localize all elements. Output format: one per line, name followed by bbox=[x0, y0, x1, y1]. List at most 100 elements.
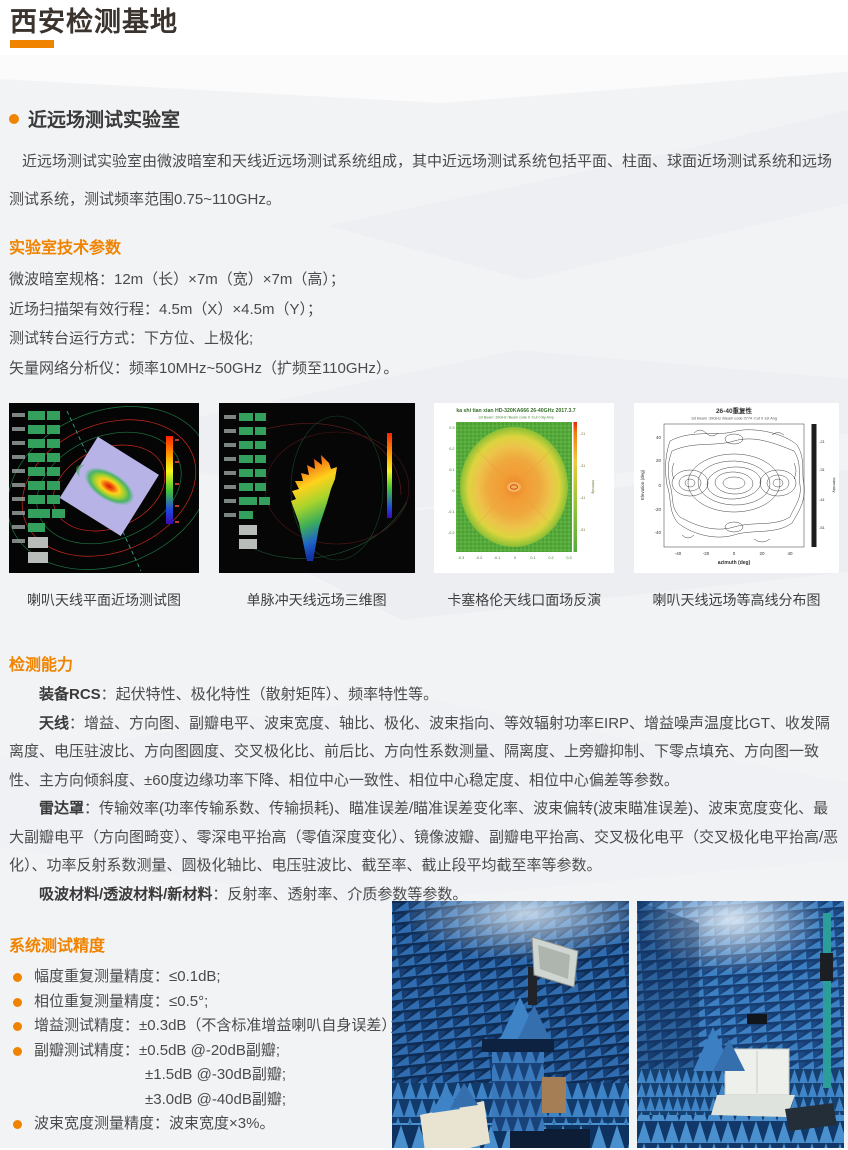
bullet-icon bbox=[13, 997, 22, 1007]
capability-paragraph: 雷达罩：传输效率(功率传输系数、传输损耗)、瞄准误差/瞄准误差变化率、波束偏转(… bbox=[9, 795, 839, 881]
accuracy-item-label: 增益测试精度：±0.3dB（不含标准增益喇叭自身误差）； bbox=[34, 1017, 404, 1034]
accuracy-column: 系统测试精度 幅度重复测量精度：≤0.1dB; 相位重复测量精度：≤0.5°; … bbox=[9, 932, 409, 1137]
aperture-field-image: ka shi tian xian HD-320KA666 26-40GHz 20… bbox=[434, 403, 615, 573]
section-heading-lab-label: 近远场测试实验室 bbox=[28, 110, 181, 131]
capability-body: ：传输效率(功率传输系数、传输损耗)、瞄准误差/瞄准误差变化率、波束偏转(波束瞄… bbox=[9, 800, 839, 874]
x-tick: -20 bbox=[703, 551, 710, 556]
cbar-tick: -41 bbox=[580, 496, 585, 500]
y-tick: -0.1 bbox=[448, 510, 455, 514]
result-image-gallery: 喇叭天线平面近场测试图 bbox=[9, 403, 839, 610]
x-axis-label: azimuth (deg) bbox=[718, 560, 751, 566]
cbar-tick: -21 bbox=[819, 439, 826, 444]
gallery-item: ka shi tian xian HD-320KA666 26-40GHz 20… bbox=[434, 403, 615, 610]
image-caption: 喇叭天线平面近场测试图 bbox=[27, 592, 181, 608]
accuracy-heading: 系统测试精度 bbox=[9, 938, 106, 955]
image-caption: 单脉冲天线远场三维图 bbox=[246, 592, 387, 608]
bullet-icon bbox=[13, 973, 22, 982]
cbar-tick: -31 bbox=[580, 464, 585, 468]
tech-param-item: 近场扫描架有效行程：4.5m（X）×4.5m（Y）； bbox=[9, 300, 322, 318]
capability-body: ：增益、方向图、副瓣电平、波束宽度、轴比、极化、波束指向、等效辐射功率EIRP、… bbox=[9, 714, 830, 789]
chart-subtitle: 1st Beam :39GHz rBeam code 0774 :Cut 0 1… bbox=[691, 417, 777, 421]
cbar-tick: -41 bbox=[819, 497, 826, 502]
contour-plot-image: 26-40重复性 1st Beam :39GHz rBeam code 0774… bbox=[633, 403, 839, 573]
capability-heading: 检测能力 bbox=[9, 657, 74, 674]
content: 近远场测试实验室 近远场测试实验室由微波暗室和天线近远场测试系统组成，其中近远场… bbox=[0, 55, 848, 1148]
x-tick: -40 bbox=[675, 551, 682, 556]
lab-intro-paragraph: 近远场测试实验室由微波暗室和天线近远场测试系统组成，其中近远场测试系统包括平面、… bbox=[9, 153, 833, 208]
bullet-icon bbox=[13, 1046, 22, 1056]
farfield-3d-image bbox=[218, 403, 415, 573]
cbar-tick: -31 bbox=[819, 467, 826, 472]
accuracy-list: 幅度重复测量精度：≤0.1dB; 相位重复测量精度：≤0.5°; 增益测试精度：… bbox=[9, 965, 409, 1137]
capability-lead: 装备RCS bbox=[39, 686, 101, 703]
tech-param-item: 矢量网络分析仪：频率10MHz~50GHz（扩频至110GHz）。 bbox=[9, 359, 399, 377]
accuracy-item: 相位重复测量精度：≤0.5°; bbox=[9, 990, 409, 1015]
accuracy-item: 幅度重复测量精度：≤0.1dB; bbox=[9, 965, 409, 990]
accuracy-item-label: 相位重复测量精度：≤0.5°; bbox=[34, 992, 209, 1010]
y-tick: 40 bbox=[656, 435, 662, 440]
x-tick: -0.1 bbox=[494, 556, 501, 560]
y-tick: 0 bbox=[453, 489, 455, 493]
y-tick: 0.2 bbox=[450, 447, 455, 451]
capability-lead: 雷达罩 bbox=[39, 800, 85, 817]
cbar-tick: -21 bbox=[580, 432, 585, 436]
capability-lead: 天线 bbox=[39, 714, 70, 732]
cbar-tick: -51 bbox=[580, 528, 585, 532]
chart-title: ka shi tian xian HD-320KA666 26-40GHz 20… bbox=[457, 408, 576, 414]
content-band: 近远场测试实验室 近远场测试实验室由微波暗室和天线近远场测试系统组成，其中近远场… bbox=[0, 55, 848, 1148]
y-tick: 0.1 bbox=[450, 468, 455, 472]
y-tick: -0.2 bbox=[448, 531, 455, 535]
bullet-icon bbox=[13, 1120, 22, 1129]
x-tick: 20 bbox=[759, 551, 765, 556]
accuracy-item-label: 副瓣测试精度：±0.5dB @-20dB副瓣; bbox=[34, 1041, 281, 1059]
section-heading-lab: 近远场测试实验室 bbox=[9, 55, 839, 132]
x-tick: -0.2 bbox=[476, 556, 483, 560]
cbar-tick: -51 bbox=[819, 525, 826, 530]
tech-params-heading: 实验室技术参数 bbox=[9, 240, 122, 257]
gallery-item: 单脉冲天线远场三维图 bbox=[218, 403, 415, 610]
accuracy-item: 波束宽度测量精度：波束宽度×3%。 bbox=[9, 1112, 409, 1137]
y-tick: -40 bbox=[654, 530, 661, 535]
accuracy-subitem: ±1.5dB @-30dB副瓣; bbox=[145, 1066, 287, 1083]
tech-params-list: 微波暗室规格：12m（长）×7m（宽）×7m（高）； 近场扫描架有效行程：4.5… bbox=[9, 265, 839, 383]
chart-title: 26-40重复性 bbox=[716, 406, 753, 415]
accuracy-item: 增益测试精度：±0.3dB（不含标准增益喇叭自身误差）； bbox=[9, 1014, 409, 1039]
anechoic-chamber-photo-1 bbox=[392, 901, 629, 1148]
bullet-icon bbox=[13, 1022, 22, 1031]
gallery-item: 26-40重复性 1st Beam :39GHz rBeam code 0774… bbox=[633, 403, 839, 610]
y-tick: 20 bbox=[656, 458, 662, 463]
tech-param-item: 微波暗室规格：12m（长）×7m（宽）×7m（高）； bbox=[9, 271, 345, 288]
tech-param-item: 测试转台运行方式：下方位、上极化; bbox=[9, 330, 254, 347]
nearfield-test-image bbox=[9, 403, 199, 573]
title-underline bbox=[10, 40, 54, 48]
capability-lead: 吸波材料/透波材料/新材料 bbox=[39, 885, 213, 903]
bullet-icon bbox=[9, 113, 19, 124]
accuracy-item: 副瓣测试精度：±0.5dB @-20dB副瓣; ±1.5dB @-30dB副瓣;… bbox=[9, 1039, 409, 1113]
accuracy-item-label: 波束宽度测量精度：波束宽度×3%。 bbox=[34, 1115, 275, 1132]
x-tick: 0.3 bbox=[567, 556, 572, 560]
gallery-item: 喇叭天线平面近场测试图 bbox=[9, 403, 199, 610]
x-tick: 0 bbox=[514, 556, 516, 560]
x-tick: 0.2 bbox=[549, 556, 554, 560]
x-tick: -0.3 bbox=[458, 556, 465, 560]
cbar-label: Intensity bbox=[832, 478, 837, 493]
x-tick: 40 bbox=[787, 551, 793, 556]
capability-body: ：起伏特性、极化特性（散射矩阵）、频率特性等。 bbox=[100, 686, 439, 703]
y-tick: -20 bbox=[654, 507, 661, 512]
page-header: 西安检测基地 bbox=[0, 0, 848, 48]
capability-paragraph: 天线：增益、方向图、副瓣电平、波束宽度、轴比、极化、波束指向、等效辐射功率EIR… bbox=[9, 710, 839, 796]
chart-subtitle: 1st Beam :39GHz rBeam code 0 :Cut 0 By A… bbox=[478, 416, 554, 420]
capability-paragraph: 装备RCS：起伏特性、极化特性（散射矩阵）、频率特性等。 bbox=[9, 681, 839, 710]
capability-body: ：反射率、透射率、介质参数等参数。 bbox=[212, 885, 468, 903]
image-caption: 喇叭天线远场等高线分布图 bbox=[652, 592, 821, 608]
y-tick: 0.3 bbox=[450, 426, 455, 430]
image-caption: 卡塞格伦天线口面场反演 bbox=[447, 592, 602, 608]
cbar-label: Intensity bbox=[591, 480, 595, 494]
y-axis-label: Elevation (deg) bbox=[640, 469, 645, 500]
chamber-photos bbox=[392, 901, 844, 1148]
capability-text: 装备RCS：起伏特性、极化特性（散射矩阵）、频率特性等。 天线：增益、方向图、副… bbox=[9, 681, 839, 909]
accuracy-section: 系统测试精度 幅度重复测量精度：≤0.1dB; 相位重复测量精度：≤0.5°; … bbox=[9, 901, 844, 1148]
anechoic-chamber-photo-2 bbox=[637, 901, 844, 1148]
accuracy-subitem: ±3.0dB @-40dB副瓣; bbox=[145, 1090, 287, 1108]
x-tick: 0.1 bbox=[531, 556, 536, 560]
